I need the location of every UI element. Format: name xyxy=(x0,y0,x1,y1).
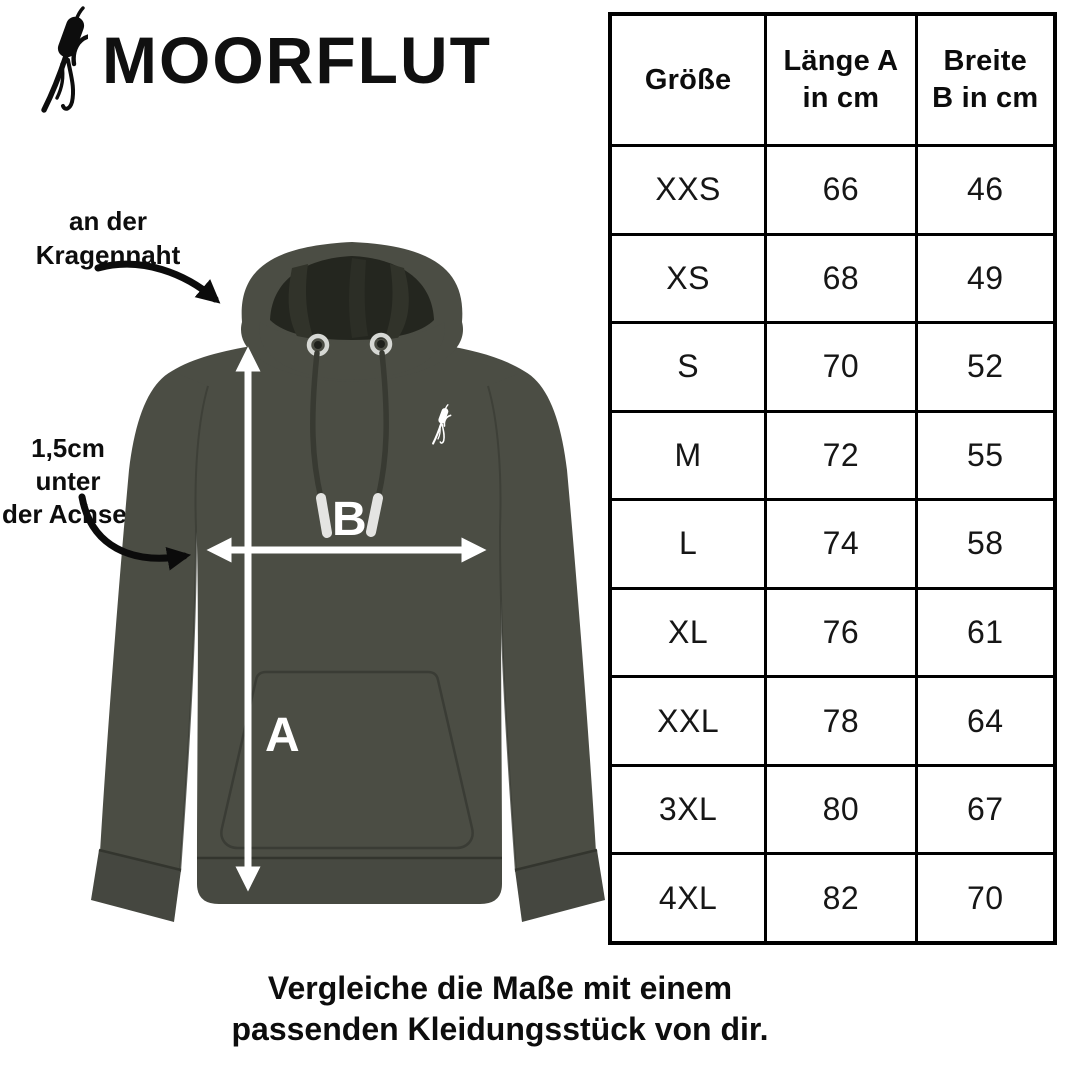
width-column-header-line1: Breite xyxy=(943,45,1027,77)
width-cell: 46 xyxy=(914,144,1053,233)
length-cell: 70 xyxy=(764,321,915,410)
hoodie-sleeves xyxy=(100,371,596,873)
hoodie-hood xyxy=(240,242,464,382)
size-cell: L xyxy=(612,498,765,587)
length-column-header-line2: in cm xyxy=(802,82,880,114)
width-cell: 55 xyxy=(914,409,1053,499)
size-column-header: Größe xyxy=(612,16,764,144)
collar-annotation-line1: an der xyxy=(68,206,148,236)
size-cell: XS xyxy=(612,232,765,322)
size-cell: S xyxy=(612,321,765,410)
width-cell: 67 xyxy=(914,763,1053,853)
width-cell: 70 xyxy=(914,852,1053,941)
width-label-b: B xyxy=(332,493,367,546)
measurement-arrows xyxy=(206,346,487,892)
footer-note-line1: Vergleiche die Maße mit einem xyxy=(267,970,733,1006)
width-cell: 61 xyxy=(914,586,1053,676)
hoodie-drawstrings xyxy=(310,350,389,538)
width-cell: 64 xyxy=(914,675,1053,764)
brand-name: MOORFLUT xyxy=(102,23,492,97)
width-column-header-line2: B in cm xyxy=(932,82,1039,114)
hoodie-hem xyxy=(197,856,502,904)
size-column-header-label: Größe xyxy=(644,63,732,96)
footer-note-line2: passenden Kleidungsstück von dir. xyxy=(231,1011,769,1047)
chest-logo-cattail-icon xyxy=(432,404,452,445)
length-cell: 66 xyxy=(764,144,915,233)
length-label-a: A xyxy=(265,709,300,762)
length-column-header: Länge A in cm xyxy=(764,16,914,144)
length-cell: 72 xyxy=(764,409,915,499)
length-cell: 68 xyxy=(764,232,915,322)
hoodie-cuffs xyxy=(91,848,605,922)
armpit-annotation-line2: der Achsel xyxy=(2,499,134,529)
size-cell: XXS xyxy=(612,144,765,233)
length-column-header-line1: Länge A xyxy=(783,45,899,77)
size-cell: XL xyxy=(612,586,765,676)
size-cell: 3XL xyxy=(612,763,765,853)
annotation-arrows xyxy=(78,260,221,571)
armpit-annotation-line1: 1,5cm unter xyxy=(31,433,105,496)
collar-pointer-arrow xyxy=(94,260,221,304)
cattail-icon xyxy=(41,6,88,113)
length-cell: 82 xyxy=(764,852,915,941)
size-cell: M xyxy=(612,409,765,499)
armpit-pointer-arrow xyxy=(78,493,192,571)
size-cell: 4XL xyxy=(612,852,765,941)
length-cell: 80 xyxy=(764,763,915,853)
width-column-header: Breite B in cm xyxy=(914,16,1054,144)
width-cell: 49 xyxy=(914,232,1053,322)
width-cell: 52 xyxy=(914,321,1053,410)
size-table: Größe Länge A in cm Breite B in cm XXS 6… xyxy=(608,12,1057,945)
width-cell: 58 xyxy=(914,498,1053,587)
armpit-annotation: 1,5cm unter der Achsel xyxy=(0,432,136,531)
length-cell: 76 xyxy=(764,586,915,676)
size-cell: XXL xyxy=(612,675,765,764)
length-cell: 78 xyxy=(764,675,915,764)
length-cell: 74 xyxy=(764,498,915,587)
hoodie-pocket xyxy=(220,670,474,850)
footer-note: Vergleiche die Maße mit einem passenden … xyxy=(100,968,900,1050)
brand-logo: MOORFLUT xyxy=(0,0,600,140)
